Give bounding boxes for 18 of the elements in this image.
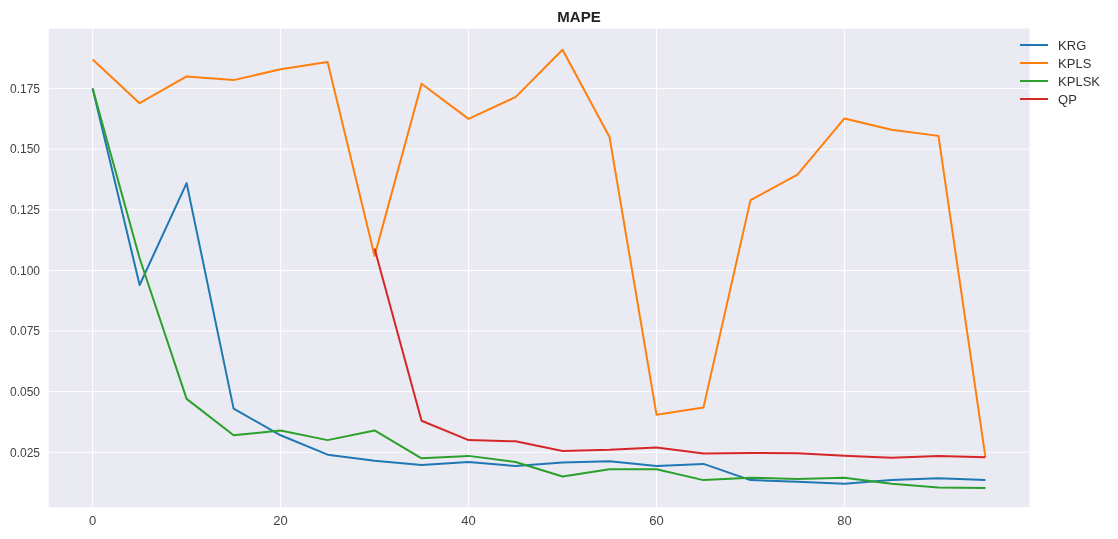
legend-label: KPLSK — [1058, 72, 1100, 90]
chart-title: MAPE — [556, 8, 602, 27]
x-tick-label: 80 — [837, 513, 852, 529]
x-tick-label: 60 — [649, 513, 664, 529]
y-tick-label: 0.100 — [9, 263, 41, 278]
y-tick-label: 0.075 — [9, 324, 41, 339]
y-tick-label: 0.150 — [9, 142, 41, 157]
x-tick-label: 40 — [461, 513, 476, 529]
legend-label: KPLS — [1058, 54, 1092, 72]
x-tick-label: 0 — [89, 513, 97, 529]
line-series — [373, 247, 987, 459]
x-tick-label: 20 — [273, 513, 288, 529]
legend-label: KRG — [1058, 36, 1087, 54]
y-tick-label: 0.175 — [9, 81, 41, 96]
y-tick-label: 0.025 — [9, 445, 41, 460]
y-tick-label: 0.125 — [9, 203, 41, 218]
y-tick-label: 0.050 — [9, 384, 41, 399]
legend-label: QP — [1058, 90, 1077, 108]
